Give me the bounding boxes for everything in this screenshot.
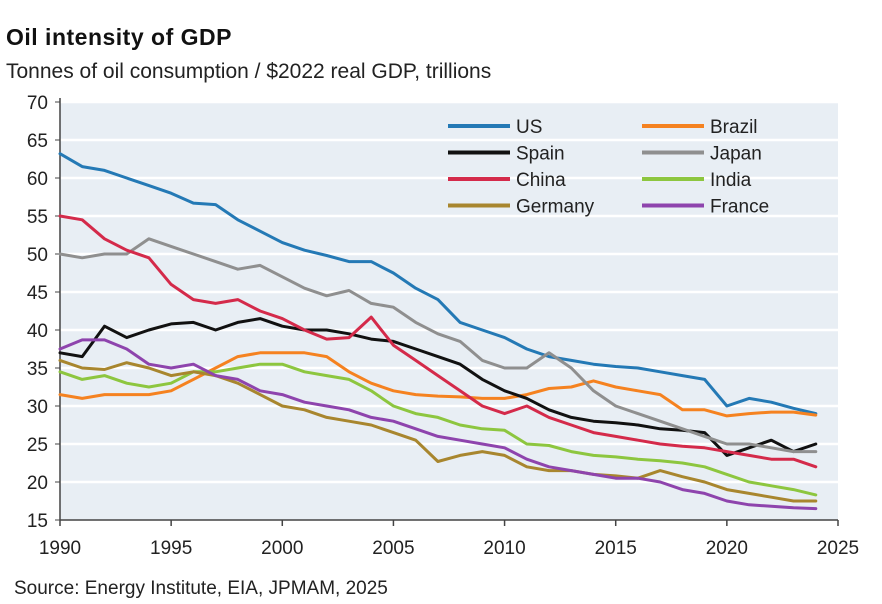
y-tick-label: 60: [27, 169, 48, 190]
y-tick-label: 20: [27, 473, 48, 494]
series-line-india: [58, 362, 818, 497]
y-tick-label: 65: [27, 131, 48, 152]
chart-title: Oil intensity of GDP: [6, 24, 232, 50]
x-tick-label: 2020: [706, 538, 748, 559]
series-line-germany: [58, 358, 818, 503]
x-tick-label: 2025: [817, 538, 859, 559]
series-line-japan: [58, 237, 818, 454]
legend-label-brazil: Brazil: [710, 117, 758, 138]
y-tick-label: 30: [27, 397, 48, 418]
x-tick-label: 2010: [483, 538, 525, 559]
x-tick-label: 1990: [39, 538, 81, 559]
legend-label-us: US: [516, 117, 542, 138]
y-tick-label: 50: [27, 245, 48, 266]
x-tick-label: 2015: [595, 538, 637, 559]
x-tick-label: 1995: [150, 538, 192, 559]
y-tick-label: 45: [27, 283, 48, 304]
y-tick-label: 40: [27, 321, 48, 342]
legend-label-germany: Germany: [516, 197, 595, 218]
y-tick-label: 35: [27, 359, 48, 380]
chart-subtitle: Tonnes of oil consumption / $2022 real G…: [6, 60, 492, 83]
source-note: Source: Energy Institute, EIA, JPMAM, 20…: [14, 578, 388, 599]
legend-label-france: France: [710, 197, 769, 218]
legend-label-japan: Japan: [710, 144, 762, 165]
y-tick-label: 70: [27, 93, 48, 114]
legend-label-india: India: [710, 170, 752, 191]
y-tick-label: 55: [27, 207, 48, 228]
legend-label-china: China: [516, 170, 566, 191]
legend-label-spain: Spain: [516, 144, 565, 165]
series-line-france: [58, 338, 818, 511]
x-tick-label: 2000: [261, 538, 303, 559]
series-line-brazil: [58, 351, 818, 418]
y-tick-label: 25: [27, 435, 48, 456]
series-line-us: [58, 152, 818, 416]
series-line-china: [58, 214, 818, 469]
y-tick-label: 15: [27, 511, 48, 532]
x-tick-label: 2005: [372, 538, 414, 559]
